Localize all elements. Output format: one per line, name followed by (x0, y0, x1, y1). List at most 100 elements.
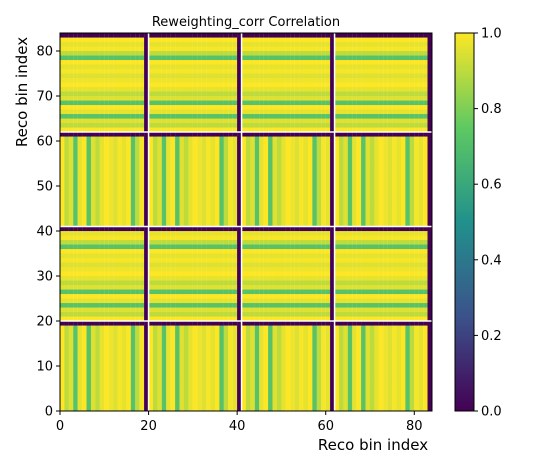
heatmap-cell (126, 154, 131, 160)
heatmap-cell (214, 374, 220, 380)
heatmap-cell (73, 262, 78, 268)
heatmap-cell (144, 401, 149, 407)
heatmap-cell (285, 248, 291, 254)
heatmap-cell (250, 221, 255, 227)
heatmap-cell (330, 199, 335, 205)
heatmap-cell (210, 307, 216, 313)
heatmap-cell (228, 212, 233, 218)
heatmap-cell (285, 181, 291, 187)
heatmap-cell (192, 140, 198, 146)
heatmap-cell (321, 302, 326, 308)
heatmap-cell (338, 230, 344, 236)
heatmap-cell (374, 226, 379, 232)
heatmap-cell (192, 199, 198, 205)
heatmap-cell (135, 325, 140, 331)
heatmap-cell (179, 347, 185, 353)
heatmap-cell (268, 406, 273, 412)
heatmap-cell (130, 149, 136, 155)
heatmap-cell (299, 244, 304, 250)
heatmap-cell (392, 338, 397, 344)
heatmap-cell (330, 271, 335, 277)
heatmap-cell (166, 298, 171, 304)
heatmap-cell (166, 239, 171, 245)
heatmap-cell (170, 208, 176, 214)
heatmap-cell (232, 325, 238, 331)
heatmap-cell (254, 181, 260, 187)
heatmap-cell (254, 289, 260, 295)
heatmap-cell (245, 226, 251, 232)
heatmap-cell (392, 392, 397, 398)
heatmap-cell (130, 338, 136, 344)
heatmap-cell (312, 316, 317, 322)
heatmap-cell (77, 181, 83, 187)
heatmap-cell (316, 208, 322, 214)
heatmap-cell (59, 266, 65, 272)
heatmap-cell (387, 248, 393, 254)
heatmap-cell (64, 361, 69, 367)
heatmap-cell (166, 158, 171, 164)
heatmap-cell (272, 374, 278, 380)
heatmap-cell (409, 401, 415, 407)
heatmap-cell (409, 334, 415, 340)
heatmap-cell (396, 221, 402, 227)
heatmap-cell (139, 257, 145, 263)
heatmap-cell (232, 392, 238, 398)
heatmap-cell (321, 361, 326, 367)
heatmap-cell (210, 370, 216, 376)
heatmap-cell (59, 221, 65, 227)
heatmap-cell (290, 194, 295, 200)
heatmap-cell (387, 329, 393, 335)
heatmap-cell (197, 275, 202, 281)
heatmap-cell (290, 289, 295, 295)
heatmap-cell (290, 248, 295, 254)
heatmap-cell (82, 379, 87, 385)
heatmap-cell (312, 343, 317, 349)
heatmap-cell (383, 374, 388, 380)
heatmap-cell (152, 347, 158, 353)
heatmap-cell (383, 347, 388, 353)
heatmap-cell (400, 383, 406, 389)
heatmap-cell (347, 203, 353, 209)
heatmap-cell (139, 307, 145, 313)
heatmap-cell (343, 316, 348, 322)
heatmap-cell (241, 361, 247, 367)
heatmap-cell (197, 352, 202, 358)
heatmap-cell (175, 167, 180, 173)
heatmap-cell (361, 298, 366, 304)
heatmap-cell (228, 406, 233, 412)
heatmap-cell (378, 226, 384, 232)
heatmap-cell (121, 406, 127, 412)
heatmap-cell (369, 199, 375, 205)
heatmap-cell (330, 154, 335, 160)
heatmap-cell (400, 257, 406, 263)
heatmap-cell (330, 275, 335, 281)
heatmap-cell (144, 379, 149, 385)
heatmap-cell (334, 239, 340, 245)
heatmap-cell (378, 379, 384, 385)
heatmap-cell (268, 374, 273, 380)
heatmap-cell (237, 293, 242, 299)
heatmap-cell (369, 172, 375, 178)
heatmap-cell (268, 145, 273, 151)
heatmap-cell (241, 163, 247, 169)
heatmap-cell (281, 248, 286, 254)
heatmap-cell (387, 167, 393, 173)
heatmap-cell (356, 163, 362, 169)
heatmap-cell (378, 149, 384, 155)
heatmap-cell (161, 280, 167, 286)
heatmap-cell (77, 374, 83, 380)
heatmap-cell (259, 356, 264, 362)
heatmap-cell (121, 262, 127, 268)
heatmap-cell (135, 149, 140, 155)
heatmap-cell (303, 343, 309, 349)
heatmap-cell (414, 379, 419, 385)
heatmap-cell (183, 289, 189, 295)
heatmap-cell (356, 334, 362, 340)
heatmap-cell (392, 176, 397, 182)
heatmap-cell (152, 253, 158, 259)
heatmap-cell (206, 298, 211, 304)
heatmap-cell (201, 235, 207, 241)
heatmap-cell (86, 280, 92, 286)
heatmap-cell (183, 325, 189, 331)
heatmap-cell (276, 370, 282, 376)
